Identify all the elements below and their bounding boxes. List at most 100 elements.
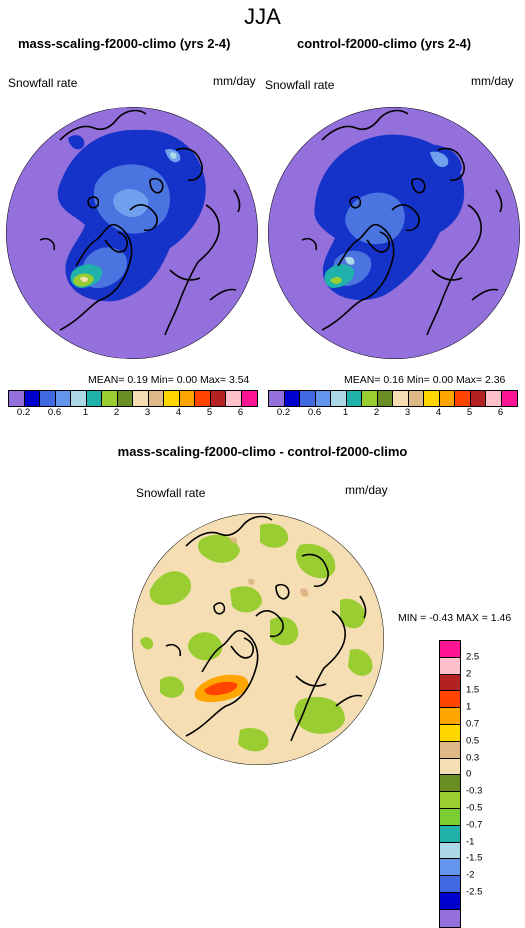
difference-units-label: mm/day — [345, 483, 388, 497]
right-colorbar-ticks: 0.2 0.6 1 2 3 4 5 6 — [268, 407, 518, 421]
difference-tick-label: 2 — [466, 668, 472, 680]
left-colorbar-swatch-5 — [86, 391, 102, 406]
difference-tick-label: -0.5 — [466, 802, 483, 814]
right-colorbar-swatch-0 — [269, 391, 285, 406]
right-colorbar-tick-label: 5 — [466, 407, 473, 418]
left-colorbar — [8, 390, 258, 407]
left-colorbar-tick-label: 6 — [237, 407, 244, 418]
difference-colorbar-swatch-12 — [440, 842, 460, 860]
difference-colorbar-swatch-4 — [440, 708, 460, 725]
left-colorbar-tick-label: 5 — [206, 407, 213, 418]
left-colorbar-swatch-1 — [24, 391, 40, 406]
right-colorbar-swatch-4 — [331, 391, 347, 406]
right-colorbar-swatch-1 — [284, 391, 300, 406]
difference-colorbar-swatch-5 — [440, 724, 460, 742]
left-colorbar-swatch-10 — [164, 391, 180, 406]
left-map — [6, 107, 258, 359]
left-colorbar-tick-label: 1 — [82, 407, 89, 418]
difference-tick-label: -1 — [466, 836, 475, 848]
left-colorbar-swatch-15 — [241, 391, 257, 406]
difference-tick-label: 1.5 — [466, 684, 480, 696]
right-colorbar-tick-label: 1 — [342, 407, 349, 418]
maps-svg — [6, 107, 520, 765]
right-colorbar-swatch-12 — [455, 391, 471, 406]
left-colorbar-swatch-13 — [210, 391, 226, 406]
left-variable-label: Snowfall rate — [8, 76, 78, 90]
difference-colorbar-swatch-15 — [440, 892, 460, 910]
difference-colorbar-swatch-14 — [440, 876, 460, 893]
difference-variable-label: Snowfall rate — [136, 486, 206, 500]
right-colorbar-swatch-2 — [300, 391, 316, 406]
difference-colorbar — [439, 640, 461, 928]
right-variable-label: Snowfall rate — [265, 78, 335, 92]
difference-tick-label: 0.3 — [466, 752, 480, 764]
right-map — [268, 107, 520, 359]
left-stats: MEAN= 0.19 Min= 0.00 Max= 3.54 — [88, 374, 250, 386]
right-colorbar-swatch-9 — [408, 391, 424, 406]
left-colorbar-swatch-12 — [195, 391, 211, 406]
right-colorbar — [268, 390, 518, 407]
right-stats: MEAN= 0.16 Min= 0.00 Max= 2.36 — [344, 374, 506, 386]
left-colorbar-swatch-4 — [71, 391, 87, 406]
right-colorbar-tick-label: 2 — [373, 407, 380, 418]
left-colorbar-swatch-8 — [133, 391, 149, 406]
difference-colorbar-swatch-16 — [440, 909, 460, 927]
left-coastlines — [39, 109, 241, 336]
left-colorbar-tick-label: 4 — [175, 407, 182, 418]
difference-colorbar-swatch-3 — [440, 691, 460, 709]
right-colorbar-swatch-5 — [346, 391, 362, 406]
left-colorbar-swatch-0 — [9, 391, 25, 406]
difference-tick-label: 0.5 — [466, 735, 480, 747]
difference-tick-label: -2 — [466, 869, 475, 881]
difference-tick-label: -0.3 — [466, 785, 483, 797]
left-colorbar-swatch-11 — [179, 391, 195, 406]
right-colorbar-tick-label: 3 — [404, 407, 411, 418]
difference-colorbar-swatch-8 — [440, 775, 460, 793]
left-colorbar-ticks: 0.2 0.6 1 2 3 4 5 6 — [8, 407, 258, 421]
right-colorbar-swatch-13 — [470, 391, 486, 406]
difference-tick-label: -0.7 — [466, 819, 483, 831]
left-units-label: mm/day — [213, 74, 256, 88]
right-colorbar-tick-label: 4 — [435, 407, 442, 418]
difference-tick-label: -2.5 — [466, 886, 483, 898]
right-colorbar-swatch-6 — [362, 391, 378, 406]
season-title: JJA — [244, 4, 281, 29]
right-colorbar-tick-label: 0.6 — [307, 407, 322, 418]
right-colorbar-swatch-3 — [315, 391, 331, 406]
difference-tick-label: 0.7 — [466, 718, 480, 730]
difference-colorbar-swatch-1 — [440, 657, 460, 675]
left-colorbar-tick-label: 3 — [144, 407, 151, 418]
right-units-label: mm/day — [471, 74, 514, 88]
difference-colorbar-swatch-6 — [440, 741, 460, 759]
right-colorbar-swatch-14 — [486, 391, 502, 406]
difference-colorbar-swatch-10 — [440, 808, 460, 826]
difference-colorbar-swatch-0 — [440, 641, 460, 658]
left-colorbar-swatch-14 — [226, 391, 242, 406]
difference-tick-label: 1 — [466, 701, 472, 713]
left-colorbar-swatch-3 — [55, 391, 71, 406]
difference-map — [132, 513, 384, 765]
left-colorbar-tick-label: 0.2 — [16, 407, 31, 418]
difference-tick-label: 2.5 — [466, 651, 480, 663]
right-coastlines — [301, 109, 503, 336]
right-colorbar-swatch-15 — [501, 391, 517, 406]
left-colorbar-tick-label: 0.6 — [47, 407, 62, 418]
left-panel-title: mass-scaling-f2000-climo (yrs 2-4) — [18, 36, 231, 51]
right-colorbar-swatch-11 — [439, 391, 455, 406]
difference-panel-title: mass-scaling-f2000-climo - control-f2000… — [117, 444, 408, 459]
right-colorbar-tick-label: 0.2 — [276, 407, 291, 418]
difference-colorbar-swatch-11 — [440, 825, 460, 843]
left-colorbar-swatch-7 — [117, 391, 133, 406]
right-colorbar-swatch-8 — [393, 391, 409, 406]
left-colorbar-swatch-9 — [148, 391, 164, 406]
difference-colorbar-swatch-7 — [440, 758, 460, 776]
right-colorbar-swatch-7 — [377, 391, 393, 406]
difference-colorbar-swatch-9 — [440, 792, 460, 809]
right-colorbar-swatch-10 — [424, 391, 440, 406]
left-colorbar-swatch-2 — [40, 391, 56, 406]
difference-minmax: MIN = -0.43 MAX = 1.46 — [398, 612, 512, 624]
difference-colorbar-swatch-13 — [440, 859, 460, 877]
right-colorbar-tick-label: 6 — [497, 407, 504, 418]
right-panel-title: control-f2000-climo (yrs 2-4) — [297, 36, 472, 51]
difference-colorbar-swatch-2 — [440, 674, 460, 692]
